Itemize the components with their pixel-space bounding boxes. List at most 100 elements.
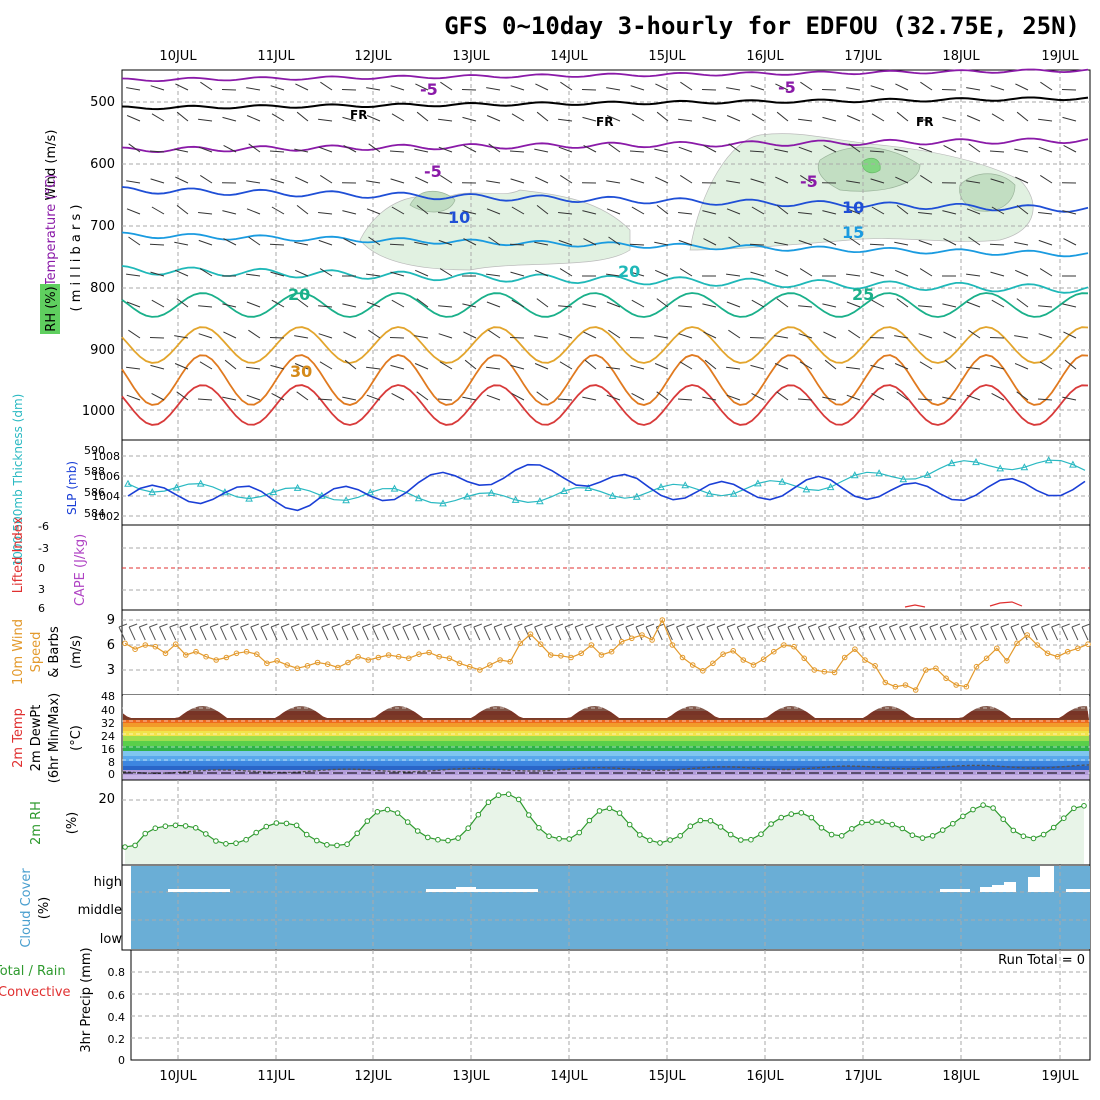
wind10m-barb-feather: [514, 623, 523, 628]
rh2m-point: [1061, 815, 1067, 822]
wind-barb: [726, 115, 741, 122]
wind10m-barb-feather: [422, 623, 432, 628]
wind-barb: [343, 144, 357, 153]
wind-barb: [581, 89, 597, 91]
temp-tick: 40: [101, 704, 115, 717]
wind-barb: [414, 241, 429, 246]
wind-barb: [582, 303, 597, 308]
cloud-gap: [456, 887, 476, 892]
wind-barb: [270, 271, 285, 277]
wind-barb: [942, 210, 957, 215]
wind-barb: [198, 118, 213, 122]
bottom-date-label: 12JUL: [354, 1069, 392, 1084]
wind-barb: [1038, 146, 1053, 153]
wind-barb: [318, 212, 333, 215]
wind-barb: [966, 115, 981, 122]
wind-barb: [846, 208, 861, 215]
wind-barb: [509, 150, 525, 153]
cloud-level-label: low: [100, 932, 123, 947]
wind10m-barb-feather: [1000, 623, 1010, 628]
wind-barb: [728, 329, 741, 339]
wind-barb: [918, 118, 933, 122]
wind-barb: [126, 208, 141, 215]
wind-barb: [198, 305, 213, 308]
wind-barb: [1040, 81, 1053, 91]
wind10m-barb-feather: [727, 623, 736, 628]
wind-barb: [199, 268, 213, 277]
wind10m-barb: [787, 626, 795, 641]
wind-barb: [510, 178, 525, 184]
wind-barb: [414, 335, 429, 339]
wind-barb: [174, 335, 189, 339]
slp-path: [127, 463, 1086, 512]
isotherm-label: 10: [842, 198, 864, 217]
slp-tick: 1006: [92, 470, 120, 483]
wind-barb: [438, 333, 453, 339]
wind-barb: [368, 143, 381, 153]
wind10m-barb-feather: [483, 623, 493, 628]
wind-barb: [1063, 238, 1077, 246]
wind10m-barb: [1041, 626, 1048, 641]
rh2m-point: [394, 810, 401, 816]
rh2m-point: [566, 836, 573, 842]
wind-barb: [439, 361, 453, 370]
wind-barb: [246, 301, 261, 308]
rh2m-point: [606, 805, 613, 812]
top-date-label: 11JUL: [257, 49, 295, 64]
wind-barb: [1039, 268, 1053, 277]
wind-barb: [1016, 205, 1029, 215]
wind-barb: [798, 333, 813, 339]
wind-barb: [511, 113, 525, 122]
wind-barb: [464, 359, 477, 370]
rh2m-point: [626, 821, 633, 828]
rh2m-point: [303, 831, 310, 838]
rh2m-point: [192, 825, 199, 831]
isotherm-label: 20: [618, 262, 640, 281]
temp-band: [123, 751, 1089, 756]
wind-barb: [1062, 210, 1077, 215]
rh2m-point: [324, 842, 330, 848]
cloud-gap: [426, 889, 456, 892]
wind-barb: [848, 329, 861, 339]
rh2m-point: [738, 837, 744, 843]
wind-barb: [918, 239, 933, 246]
rh2m-point: [1000, 816, 1007, 823]
wind-barb: [174, 363, 189, 370]
rh2m-point: [838, 833, 845, 839]
wind-barb: [775, 176, 789, 184]
wind10m-barb: [179, 626, 187, 641]
upper-air-rh-label: RH (%): [44, 286, 59, 331]
wind-barb: [248, 236, 261, 246]
wind-barb: [200, 174, 213, 184]
wind-barb: [919, 268, 933, 277]
wind10m-barb: [594, 626, 602, 641]
pressure-axis: 500 600 700 800 900 1000: [82, 95, 115, 419]
wind-barb: [149, 243, 165, 246]
wind10m-unit: (m/s): [69, 635, 84, 669]
wind-barb: [366, 273, 381, 277]
wind-barb: [918, 146, 933, 153]
wind-barb: [824, 359, 837, 370]
isotherm-label: -5: [800, 172, 818, 191]
rh2m-point: [707, 818, 714, 824]
wind-barb: [271, 206, 285, 215]
rh2m-point: [727, 831, 734, 838]
wind-barb: [629, 337, 645, 339]
upper-air-grid: [122, 70, 1090, 440]
wind-barb: [678, 239, 693, 246]
wind10m-barb: [432, 626, 440, 641]
wind10m-barb: [868, 626, 876, 641]
wind10m-barb-feather: [118, 623, 128, 628]
cloud-gap: [1040, 866, 1054, 892]
wind-barb: [150, 364, 165, 370]
wind10m-barb: [858, 626, 866, 641]
wind-barb: [151, 113, 165, 122]
rh2m-point: [697, 817, 704, 824]
wind-barb: [774, 148, 789, 153]
wind-barb: [126, 366, 141, 370]
wind10m-barb-feather: [351, 623, 361, 628]
isotherm-line: [121, 96, 1089, 111]
wind-barb: [368, 329, 381, 339]
wind-barb: [390, 178, 405, 184]
cloud-level-label: middle: [78, 903, 122, 918]
